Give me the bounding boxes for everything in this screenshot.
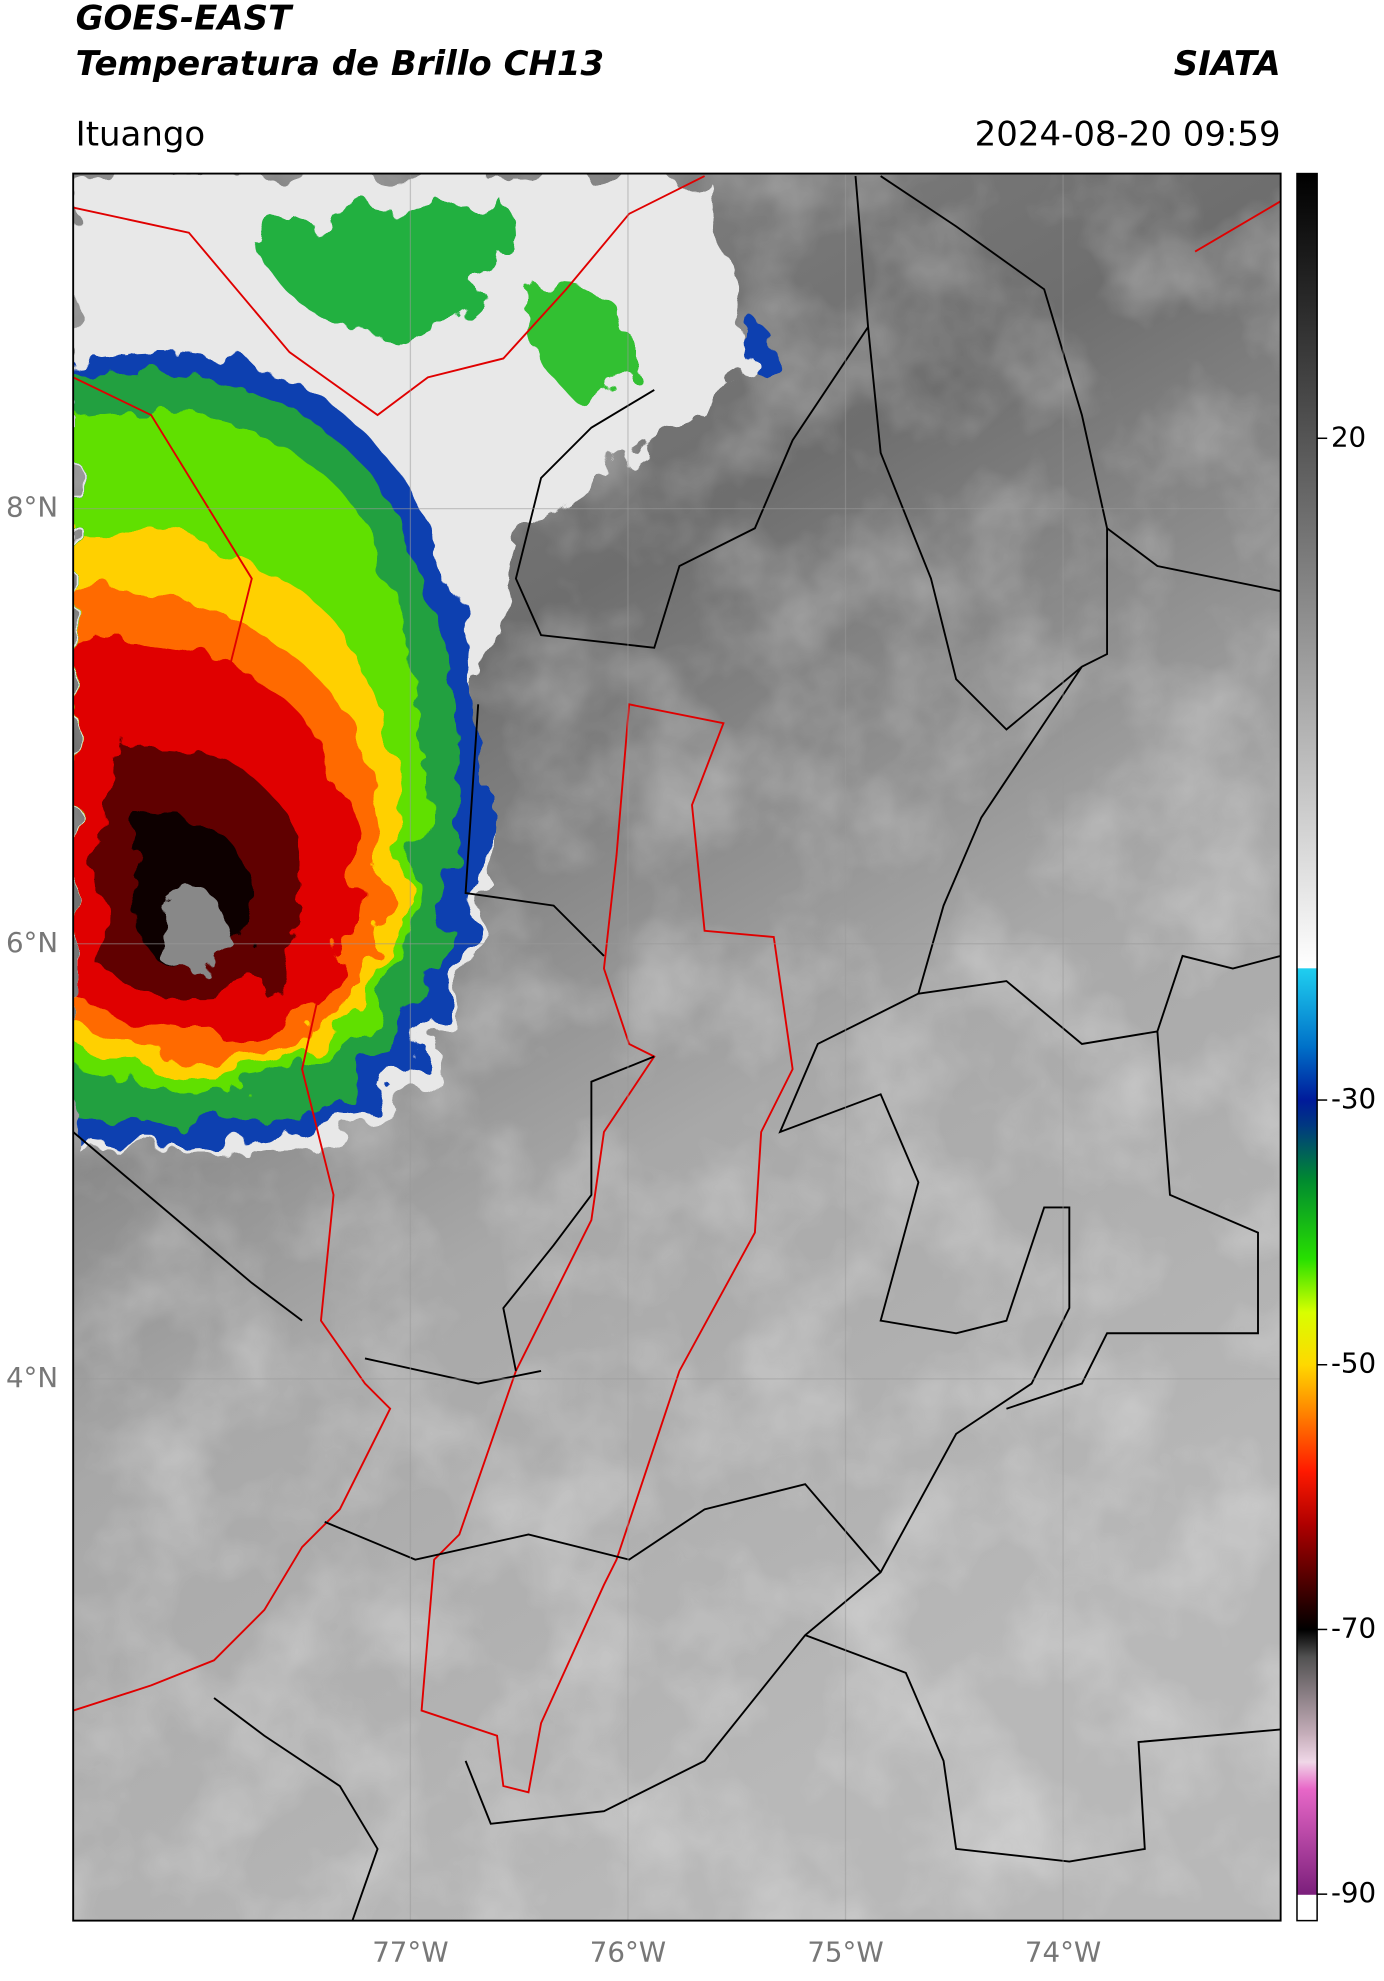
colorbar-segment <box>1296 1735 1318 1763</box>
colorbar-segment <box>1296 1655 1318 1736</box>
x-tick-label: 74°W <box>1025 1935 1101 1968</box>
subtitle: Temperatura de Brillo CH13 <box>76 44 604 84</box>
colorbar: 20 -30 -50 -70 -90 <box>1296 173 1376 1922</box>
colorbar-segment <box>1296 967 1318 1048</box>
map-frame <box>72 172 1282 1922</box>
colorbar-segment <box>1296 1047 1318 1101</box>
borders <box>73 175 1281 1921</box>
colorbar-tick-label: -50 <box>1331 1347 1376 1380</box>
datetime: 2024-08-20 09:59 <box>975 114 1281 154</box>
colorbar-segment <box>1296 1629 1318 1657</box>
colorbar-segment <box>1296 1311 1318 1366</box>
source: SIATA <box>1174 44 1281 84</box>
grid <box>73 173 1281 1921</box>
colorbar-segment <box>1296 1470 1318 1525</box>
colorbar-tick-label: 20 <box>1331 420 1366 453</box>
colorbar-segment <box>1296 1602 1318 1631</box>
y-tick-label: 8°N <box>6 491 58 524</box>
colorbar-segment <box>1296 1126 1318 1181</box>
title: GOES-EAST <box>76 0 294 39</box>
colorbar-segment <box>1296 1364 1318 1419</box>
colorbar-segment <box>1296 1417 1318 1472</box>
y-tick-label: 6°N <box>6 926 58 959</box>
colorbar-segment <box>1296 1894 1318 1922</box>
x-tick-label: 76°W <box>590 1935 666 1968</box>
location: Ituango <box>76 114 206 154</box>
colorbar-segment <box>1296 1179 1318 1260</box>
colorbar-segment <box>1296 1523 1318 1604</box>
colorbar-segment <box>1296 1258 1318 1313</box>
colorbar-segment <box>1296 1788 1318 1895</box>
colorbar-frame <box>1296 172 1318 1922</box>
colorbar-tick-label: -70 <box>1331 1611 1376 1644</box>
y-tick-label: 4°N <box>6 1361 58 1394</box>
x-tick-label: 77°W <box>372 1935 448 1968</box>
colorbar-tick-label: -30 <box>1331 1082 1376 1115</box>
colorbar-tick-label: -90 <box>1331 1876 1376 1909</box>
colorbar-segment <box>1296 1761 1318 1789</box>
colorbar-segment <box>1296 173 1318 969</box>
x-tick-label: 75°W <box>807 1935 883 1968</box>
satellite-image <box>73 173 1281 1921</box>
colorbar-segment <box>1296 1100 1318 1128</box>
